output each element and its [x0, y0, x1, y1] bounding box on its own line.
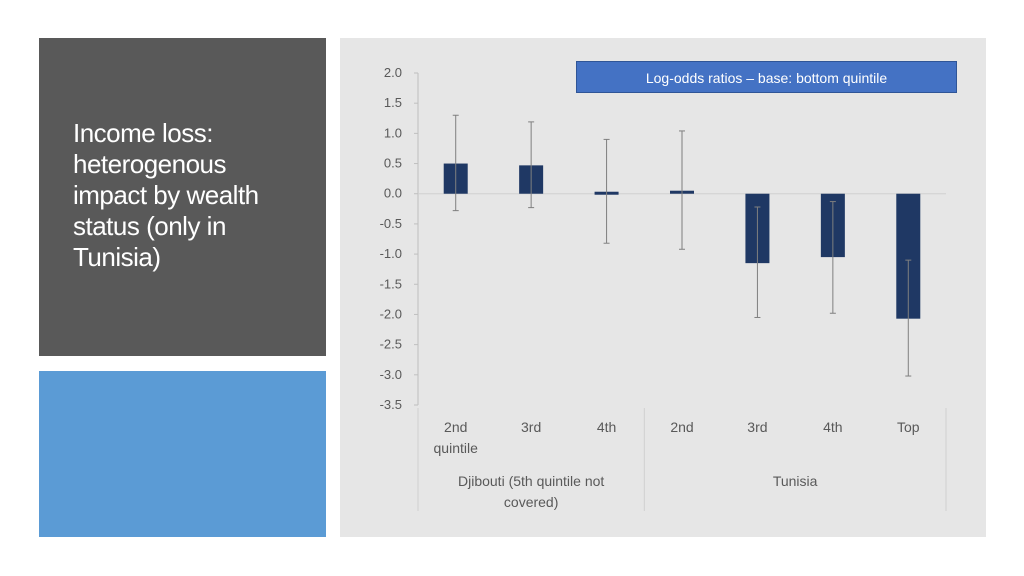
y-tick-label: -1.5: [380, 276, 402, 291]
y-tick-label: 1.5: [384, 95, 402, 110]
y-tick-label: -2.5: [380, 337, 402, 352]
y-tick-label: -0.5: [380, 216, 402, 231]
x-category-label: Top: [897, 419, 920, 435]
slide-title: Income loss: heterogenous impact by weal…: [73, 118, 259, 272]
x-category-label: 4th: [823, 419, 842, 435]
x-category-label: 3rd: [521, 419, 541, 435]
y-tick-label: 0.5: [384, 156, 402, 171]
y-tick-label: 1.0: [384, 125, 402, 140]
x-category-label: 4th: [597, 419, 616, 435]
bar-chart: 2.0 1.5 1.0 0.5 0.0 -0.5 -1.0 -1.5 -2.0 -2.5 -3.0 -…: [380, 65, 947, 511]
x-category-label: 2nd: [670, 419, 693, 435]
x-category-label: 3rd: [747, 419, 767, 435]
y-tick-label: -2.0: [380, 306, 402, 321]
y-tick-label: 2.0: [384, 65, 402, 80]
y-tick-label: -3.0: [380, 367, 402, 382]
y-tick-label: -3.5: [380, 397, 402, 412]
y-tick-label: -1.0: [380, 246, 402, 261]
chart-panel: 2.0 1.5 1.0 0.5 0.0 -0.5 -1.0 -1.5 -2.0 -2.5 -3.0 -…: [340, 38, 986, 537]
chart-annotation: Log-odds ratios – base: bottom quintile: [576, 61, 957, 93]
accent-panel: [39, 371, 326, 537]
y-tick-label: 0.0: [384, 186, 402, 201]
x-group-label: Djibouti (5th quintile not covered): [458, 473, 604, 510]
x-category-label: 2nd quintile: [434, 419, 479, 456]
title-panel: Income loss: heterogenous impact by weal…: [39, 38, 326, 356]
x-group-label: Tunisia: [773, 473, 818, 489]
